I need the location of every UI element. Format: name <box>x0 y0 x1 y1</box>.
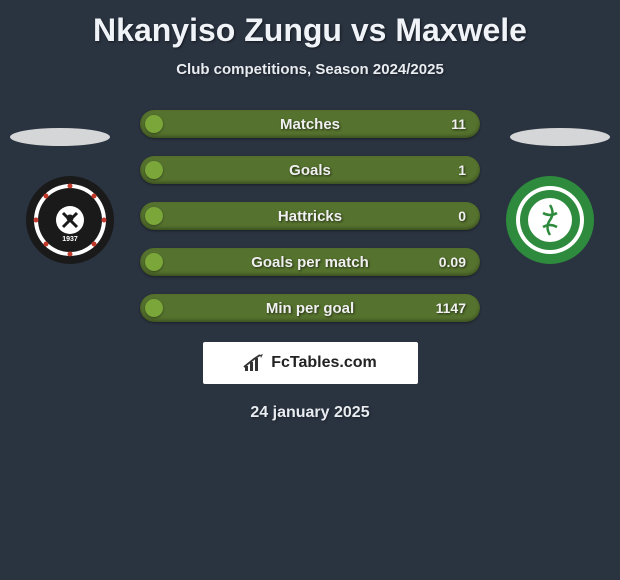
stat-dot <box>145 299 163 317</box>
site-name: FcTables.com <box>271 354 377 372</box>
club-badge-left: 1937 <box>25 175 115 265</box>
stat-dot <box>145 161 163 179</box>
decor-ellipse-left <box>10 128 110 146</box>
stat-row-goals: Goals 1 <box>140 156 480 184</box>
stat-value: 11 <box>451 116 466 132</box>
stat-label: Min per goal <box>266 300 354 317</box>
decor-ellipse-right <box>510 128 610 146</box>
stat-value: 1147 <box>436 300 466 316</box>
stat-label: Matches <box>280 116 340 133</box>
subtitle: Club competitions, Season 2024/2025 <box>0 61 620 78</box>
stat-row-hattricks: Hattricks 0 <box>140 202 480 230</box>
stat-row-matches: Matches 11 <box>140 110 480 138</box>
stat-value: 0 <box>458 208 466 224</box>
club-badge-right <box>505 175 595 265</box>
stat-label: Hattricks <box>278 208 342 225</box>
site-attribution: FcTables.com <box>203 342 418 384</box>
stat-row-min-per-goal: Min per goal 1147 <box>140 294 480 322</box>
stat-label: Goals per match <box>251 254 369 271</box>
chart-icon <box>243 354 265 372</box>
svg-text:1937: 1937 <box>62 236 78 243</box>
stat-row-goals-per-match: Goals per match 0.09 <box>140 248 480 276</box>
stat-label: Goals <box>289 162 331 179</box>
stat-dot <box>145 115 163 133</box>
stat-dot <box>145 207 163 225</box>
page-title: Nkanyiso Zungu vs Maxwele <box>0 0 620 49</box>
stat-value: 1 <box>458 162 466 178</box>
stat-value: 0.09 <box>439 254 466 270</box>
stat-dot <box>145 253 163 271</box>
date-text: 24 january 2025 <box>0 404 620 422</box>
